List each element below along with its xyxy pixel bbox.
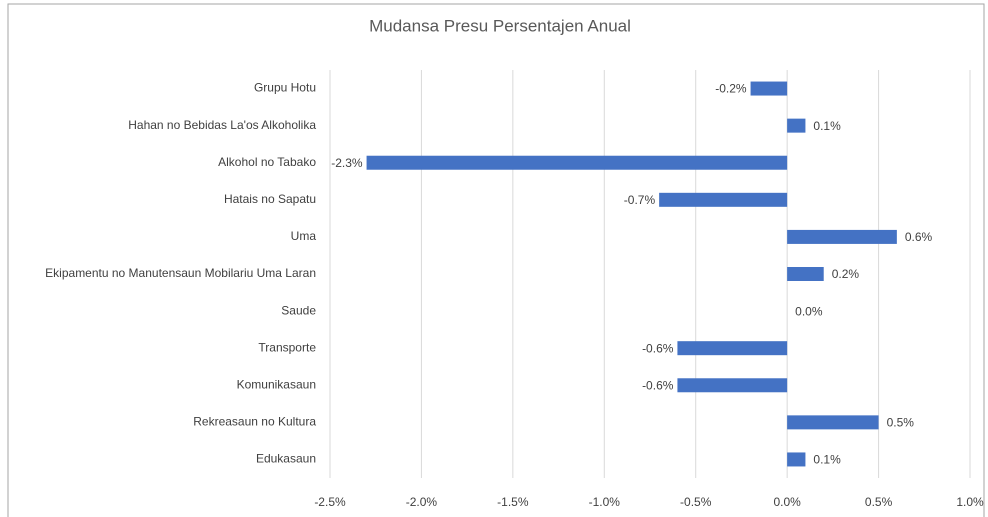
x-tick-label: -1.5% xyxy=(497,495,529,509)
y-tick-label: Rekreasaun no Kultura xyxy=(193,415,316,429)
bar xyxy=(677,341,788,356)
x-tick-label: 0.5% xyxy=(865,495,893,509)
y-tick-label: Uma xyxy=(291,229,317,243)
x-tick-label: -2.0% xyxy=(406,495,438,509)
data-label: 0.1% xyxy=(813,119,841,133)
data-label: 0.2% xyxy=(832,267,860,281)
bar xyxy=(787,267,824,281)
y-tick-label: Komunikasaun xyxy=(237,377,316,391)
y-tick-label: Transporte xyxy=(258,340,316,354)
data-label: -0.7% xyxy=(624,193,656,207)
bar xyxy=(677,378,788,393)
y-tick-label: Alkohol no Tabako xyxy=(218,155,316,169)
data-label: 0.0% xyxy=(795,304,823,318)
data-label: -0.6% xyxy=(642,378,674,392)
bar xyxy=(787,118,806,133)
chart-frame xyxy=(7,3,985,517)
y-tick-label: Edukasaun xyxy=(256,452,316,466)
data-label: -2.3% xyxy=(331,156,363,170)
chart-title: Mudansa Presu Persentajen Anual xyxy=(369,16,631,35)
x-tick-label: 1.0% xyxy=(956,495,984,509)
y-tick-label: Hahan no Bebidas La'os Alkoholika xyxy=(128,118,316,132)
x-tick-label: -2.5% xyxy=(314,495,346,509)
data-label: 0.6% xyxy=(905,230,933,244)
data-label: 0.5% xyxy=(887,416,915,430)
y-tick-label: Ekipamentu no Manutensaun Mobilariu Uma … xyxy=(45,266,316,280)
bar xyxy=(750,81,788,96)
x-tick-label: -0.5% xyxy=(680,495,712,509)
x-tick-label: 0.0% xyxy=(773,495,801,509)
data-label: 0.1% xyxy=(813,453,841,467)
bar xyxy=(659,192,788,207)
x-tick-label: -1.0% xyxy=(589,495,621,509)
bar xyxy=(787,415,879,430)
y-tick-label: Hatais no Sapatu xyxy=(224,192,316,206)
bar xyxy=(366,155,788,170)
bar xyxy=(787,229,897,244)
bar xyxy=(787,452,806,467)
y-tick-label: Saude xyxy=(281,303,316,317)
data-label: -0.2% xyxy=(715,82,747,96)
data-label: -0.6% xyxy=(642,341,674,355)
y-tick-label: Grupu Hotu xyxy=(254,81,316,95)
